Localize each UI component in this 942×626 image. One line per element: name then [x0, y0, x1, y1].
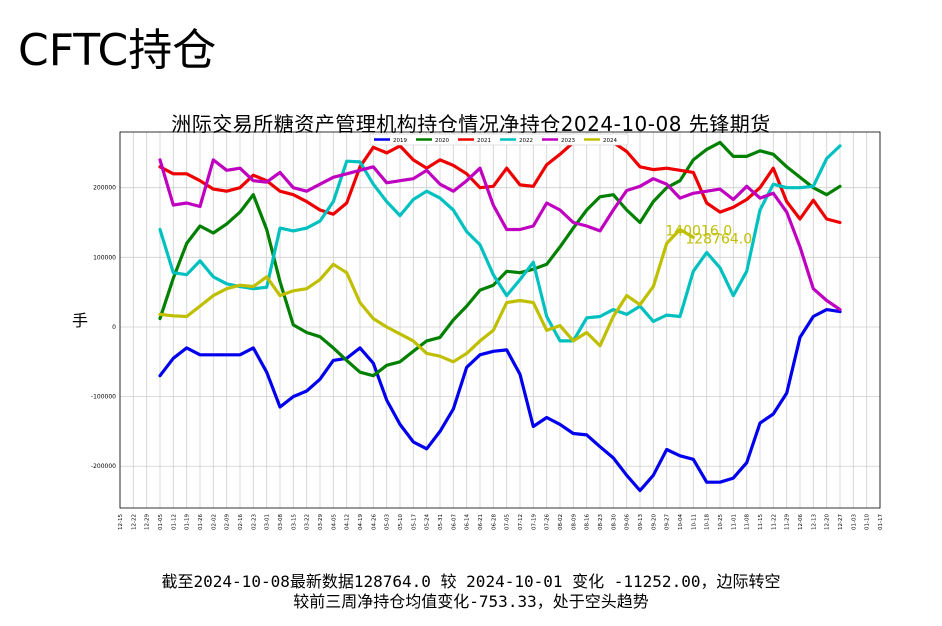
x-tick-label: 04-19 [358, 514, 364, 530]
x-tick-label: 01-10 [865, 514, 871, 530]
series-line-2024 [158, 227, 695, 364]
y-axis: -200000 -100000 0 100000 200000 [91, 185, 116, 471]
x-tick-label: 01-05 [158, 514, 164, 530]
x-tick-label: 01-12 [171, 514, 177, 530]
x-tick-label: 07-26 [545, 514, 551, 530]
legend: 2019 2020 2021 2022 2023 2024 [369, 133, 629, 146]
x-tick-label: 07-05 [505, 514, 511, 530]
x-tick-label: 10-04 [678, 514, 684, 530]
x-tick-label: 06-07 [451, 514, 457, 530]
x-tick-label: 01-26 [198, 514, 204, 530]
legend-label-2019: 2019 [393, 138, 407, 144]
x-tick-label: 05-31 [438, 514, 444, 530]
x-tick-label: 12-15 [118, 514, 124, 530]
legend-label-2024: 2024 [603, 138, 617, 144]
series [158, 137, 842, 493]
x-tick-label: 02-09 [225, 514, 231, 530]
x-tick-label: 05-03 [385, 514, 391, 530]
x-tick-label: 02-23 [251, 514, 257, 530]
grid [119, 132, 881, 508]
x-tick-label: 09-13 [638, 514, 644, 530]
x-tick-label: 05-10 [398, 514, 404, 530]
legend-label-2023: 2023 [561, 138, 575, 144]
x-tick-label: 12-22 [131, 514, 137, 530]
y-tick-label: 200000 [93, 185, 116, 192]
x-tick-label: 04-12 [345, 514, 351, 530]
x-tick-label: 05-24 [425, 514, 431, 530]
legend-label-2022: 2022 [519, 138, 533, 144]
y-tick-label: 100000 [93, 254, 116, 261]
x-tick-label: 05-17 [411, 514, 417, 530]
x-tick-label: 08-09 [571, 514, 577, 530]
x-tick-label: 01-19 [185, 514, 191, 530]
x-tick-label: 01-17 [878, 514, 884, 530]
x-tick-label: 08-23 [598, 514, 604, 530]
x-tick-label: 12-29 [145, 514, 151, 530]
x-tick-label: 01-03 [851, 514, 857, 530]
data-label: 128764.0 [685, 231, 752, 247]
legend-box [369, 133, 629, 146]
x-tick-label: 10-18 [705, 514, 711, 530]
y-tick-label: -100000 [91, 394, 116, 401]
x-tick-label: 08-02 [558, 514, 564, 530]
legend-label-2021: 2021 [477, 138, 491, 144]
plot-frame [119, 131, 881, 509]
x-tick-label: 09-06 [625, 514, 631, 530]
x-tick-label: 11-15 [758, 514, 764, 530]
y-tick-label: -200000 [91, 463, 116, 470]
x-tick-label: 12-06 [798, 514, 804, 530]
x-tick-label: 02-16 [238, 514, 244, 530]
x-tick-label: 06-14 [465, 514, 471, 530]
series-line-2023 [158, 158, 842, 312]
x-tick-label: 03-01 [265, 514, 271, 530]
x-tick-label: 12-13 [811, 514, 817, 530]
x-tick-label: 10-11 [691, 514, 697, 530]
x-tick-label: 02-02 [211, 514, 217, 530]
x-tick-label: 08-16 [585, 514, 591, 530]
slide-title: CFTC持仓 [18, 25, 217, 76]
x-tick-label: 09-27 [665, 514, 671, 530]
x-tick-label: 03-15 [291, 514, 297, 530]
x-tick-label: 06-28 [491, 514, 497, 530]
summary-line-1: 截至2024-10-08最新数据128764.0 较 2024-10-01 变化… [161, 572, 781, 591]
x-tick-label: 03-29 [318, 514, 324, 530]
x-tick-label: 10-25 [718, 514, 724, 530]
x-tick-label: 03-08 [278, 514, 284, 530]
x-axis: 12-15 12-22 12-29 01-05 01-12 01-19 01-26 02-02… [118, 514, 884, 530]
x-tick-label: 07-12 [518, 514, 524, 530]
x-tick-label: 07-19 [531, 514, 537, 530]
x-tick-label: 12-20 [825, 514, 831, 530]
x-tick-label: 12-27 [838, 514, 844, 530]
x-tick-label: 04-26 [371, 514, 377, 530]
x-tick-label: 04-05 [331, 514, 337, 530]
x-tick-label: 11-29 [785, 514, 791, 530]
x-tick-label: 11-08 [745, 514, 751, 530]
x-tick-label: 06-21 [478, 514, 484, 530]
series-line-2019 [158, 308, 842, 493]
x-tick-label: 11-22 [771, 514, 777, 530]
series-line-2021 [158, 137, 842, 225]
y-tick-label: 0 [112, 324, 116, 331]
x-tick-label: 09-20 [651, 514, 657, 530]
x-tick-label: 08-30 [611, 514, 617, 530]
x-tick-label: 11-01 [731, 514, 737, 530]
legend-label-2020: 2020 [435, 138, 449, 144]
y-axis-label: 手 [72, 311, 88, 330]
x-tick-label: 03-22 [305, 514, 311, 530]
data-label: 140016.0 [665, 223, 732, 239]
summary-line-2: 较前三周净持仓均值变化-753.33，处于空头趋势 [293, 592, 649, 611]
series-line-2022 [158, 144, 842, 343]
